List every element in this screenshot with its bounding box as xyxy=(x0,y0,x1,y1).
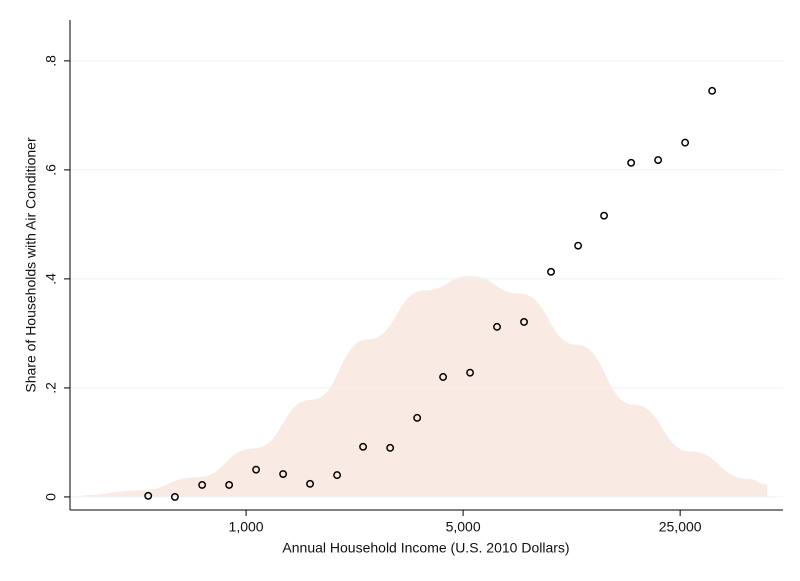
point xyxy=(386,443,395,452)
x-tick-label: 5,000 xyxy=(446,519,481,535)
y-axis-title: Share of Households with Air Conditioner xyxy=(23,137,39,393)
x-axis-title: Annual Household Income (U.S. 2010 Dolla… xyxy=(282,540,569,556)
point xyxy=(627,158,636,167)
y-tick-label: .4 xyxy=(43,273,59,285)
x-tick-label: 25,000 xyxy=(659,519,702,535)
point xyxy=(547,267,555,276)
point xyxy=(654,156,663,165)
y-tick-label: 0 xyxy=(43,493,59,501)
point xyxy=(466,368,475,377)
density-area xyxy=(82,276,768,497)
point xyxy=(439,373,448,381)
point xyxy=(252,465,261,474)
point xyxy=(198,480,207,489)
point xyxy=(413,413,422,422)
point xyxy=(359,442,368,451)
point xyxy=(574,241,583,250)
point xyxy=(225,480,234,489)
y-tick-label: .6 xyxy=(43,164,59,176)
point xyxy=(333,471,342,480)
x-tick-label: 1,000 xyxy=(229,519,264,535)
point xyxy=(520,318,528,326)
point xyxy=(306,479,314,488)
y-tick-label: .8 xyxy=(43,55,59,67)
point xyxy=(493,322,501,331)
point xyxy=(708,86,717,95)
plot-area: 0 .2 .4 .6 .8 1,000 5,000 25,000 xyxy=(43,20,783,535)
point xyxy=(170,492,179,501)
y-tick-label: .2 xyxy=(43,382,59,394)
point xyxy=(681,138,690,147)
point xyxy=(279,470,288,478)
point xyxy=(600,211,609,220)
point xyxy=(144,491,153,500)
